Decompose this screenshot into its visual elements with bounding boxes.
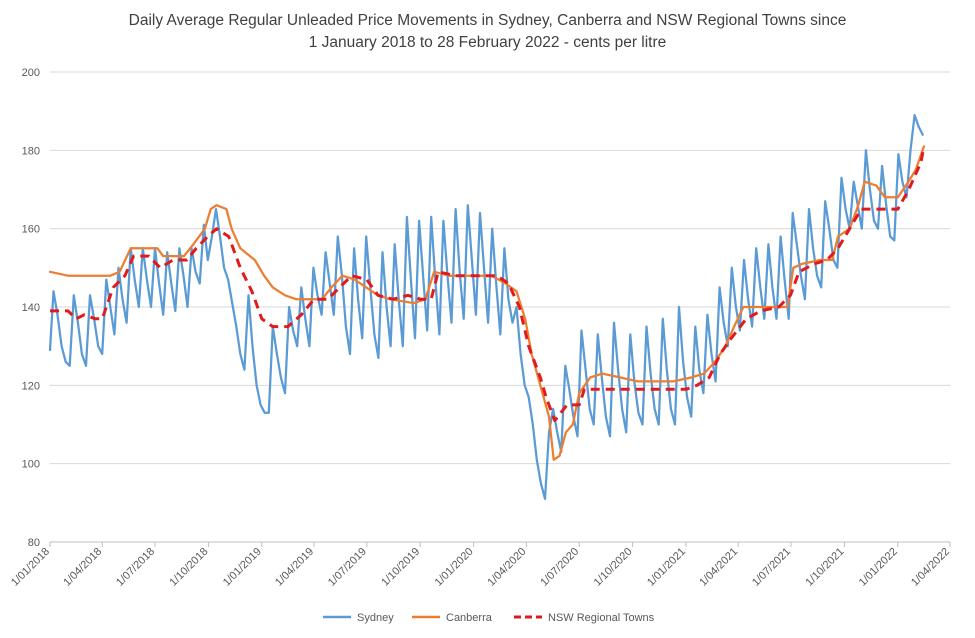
x-tick-label: 1/04/2022 [909, 546, 952, 589]
y-tick-label: 200 [22, 67, 40, 79]
chart-subtitle: 1 January 2018 to 28 February 2022 - cen… [308, 34, 667, 51]
legend-label: NSW Regional Towns [548, 612, 655, 624]
x-tick-label: 1/01/2019 [221, 546, 264, 589]
x-tick-label: 1/04/2019 [273, 546, 316, 589]
x-tick-label: 1/01/2021 [645, 546, 688, 589]
x-tick-label: 1/10/2020 [592, 546, 635, 589]
x-tick-label: 1/07/2021 [750, 546, 793, 589]
x-tick-label: 1/07/2018 [114, 546, 157, 589]
y-tick-label: 100 [22, 459, 40, 471]
grid-lines [50, 71, 950, 543]
x-axis [49, 541, 951, 547]
x-axis-ticks: 1/01/2018 1/04/2018 1/07/2018 1/10/2018 1/01… [9, 546, 952, 589]
legend: Sydney Canberra NSW Regional Towns [323, 612, 655, 624]
y-axis-ticks: 80 100 120 140 160 180 200 [22, 67, 40, 549]
x-tick-label: 1/04/2021 [697, 546, 740, 589]
x-tick-label: 1/10/2021 [803, 546, 846, 589]
x-tick-label: 1/07/2019 [326, 546, 369, 589]
y-tick-label: 180 [22, 145, 40, 157]
legend-label: Sydney [357, 612, 394, 624]
y-tick-label: 160 [22, 224, 40, 236]
x-tick-label: 1/04/2018 [61, 546, 104, 589]
x-tick-label: 1/01/2018 [9, 546, 52, 589]
series-lines [48, 113, 926, 501]
x-tick-label: 1/10/2019 [379, 546, 422, 589]
y-tick-label: 80 [28, 537, 40, 549]
x-tick-label: 1/07/2020 [538, 546, 581, 589]
x-tick-label: 1/10/2018 [167, 546, 210, 589]
series-line-sydney [48, 113, 924, 501]
y-tick-label: 140 [22, 302, 40, 314]
series-line-canberra [48, 145, 926, 461]
y-tick-label: 120 [22, 380, 40, 392]
x-tick-label: 1/01/2022 [857, 546, 900, 589]
x-tick-label: 1/01/2020 [433, 546, 476, 589]
x-tick-label: 1/04/2020 [485, 546, 528, 589]
series-line-nsw-regional-towns [50, 146, 926, 423]
chart-title: Daily Average Regular Unleaded Price Mov… [128, 12, 847, 29]
legend-label: Canberra [446, 612, 493, 624]
